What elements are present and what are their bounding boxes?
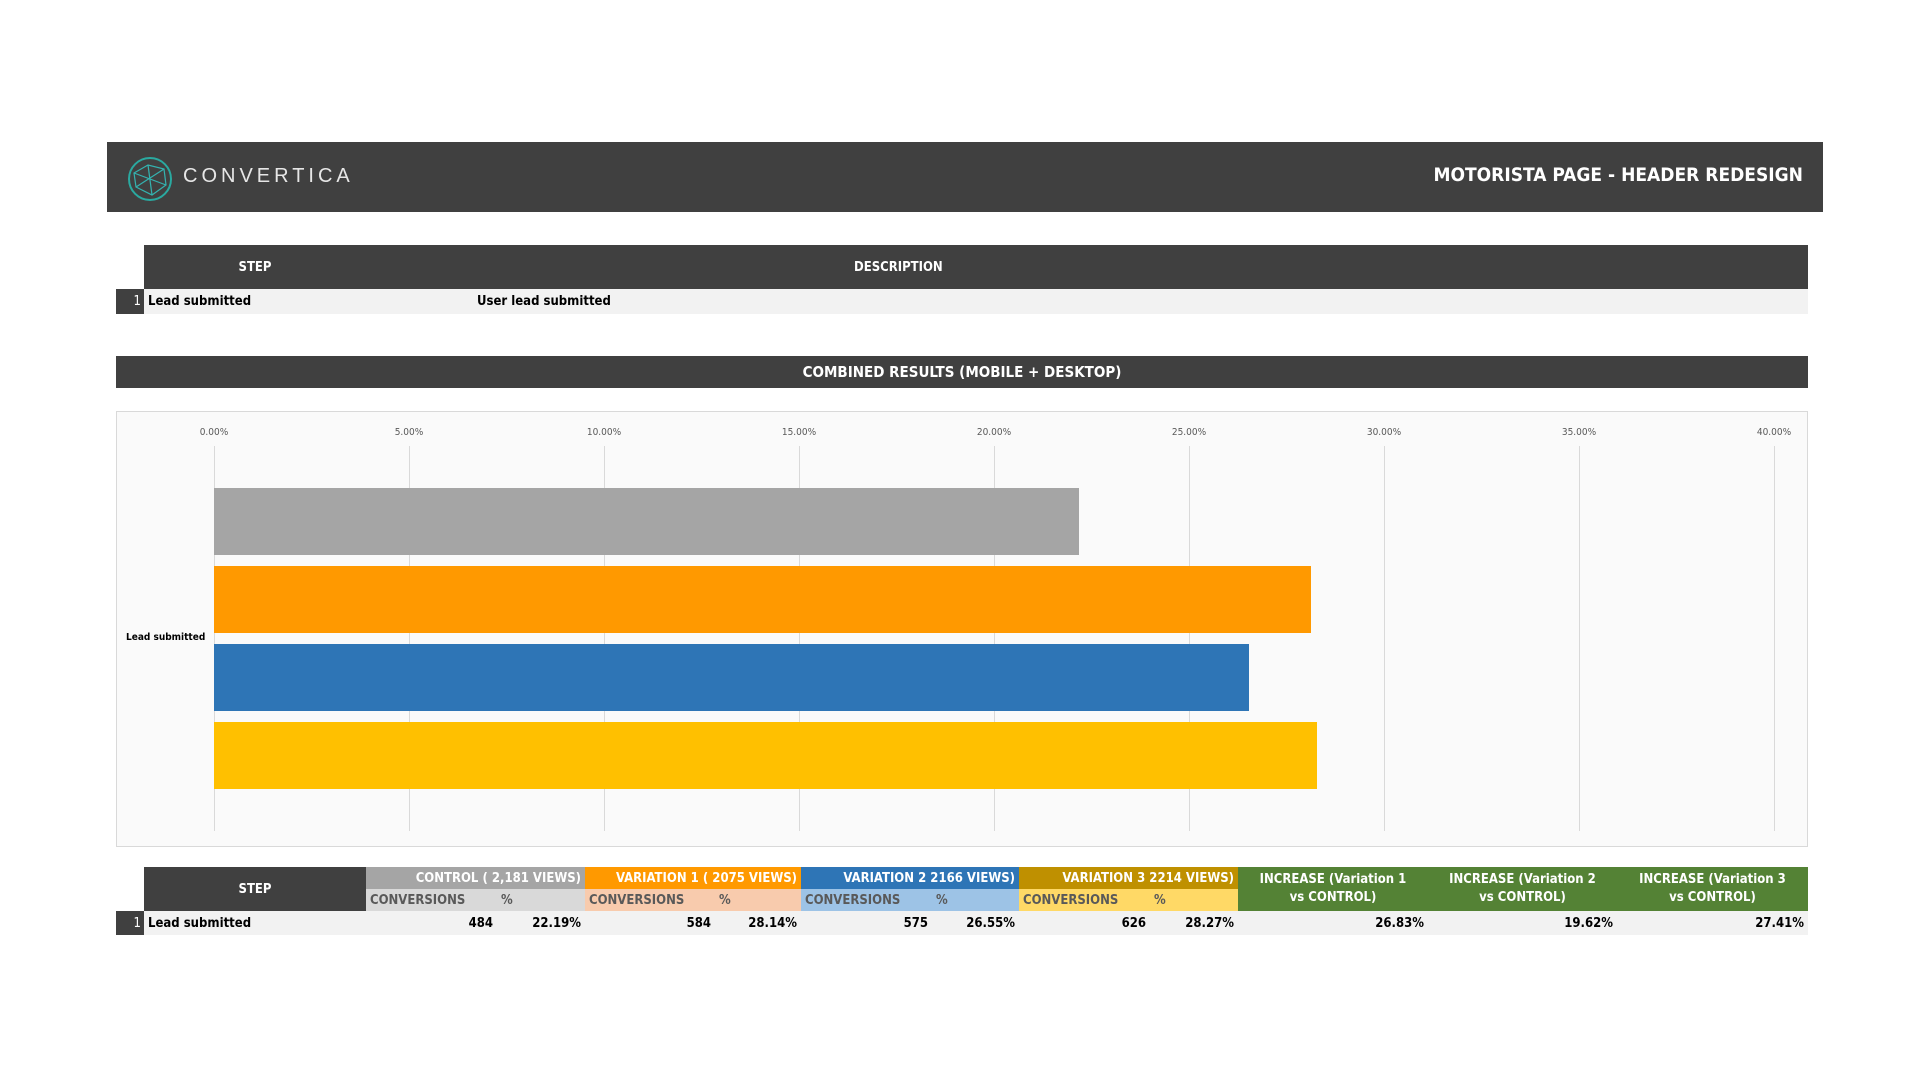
conversions-value: 626 <box>1019 911 1150 935</box>
gridline <box>1189 446 1190 831</box>
bar-series-3 <box>214 644 1250 711</box>
group-header: VARIATION 2 2166 VIEWS) <box>801 867 1019 889</box>
gridline <box>1384 446 1385 831</box>
subheader-percent: % <box>932 889 1019 911</box>
percent-value: 22.19% <box>497 911 585 935</box>
subheader-conversions: CONVERSIONS <box>585 889 715 911</box>
steps-header-step: STEP <box>144 245 366 289</box>
group-header: VARIATION 1 ( 2075 VIEWS) <box>585 867 801 889</box>
steps-header-description: DESCRIPTION <box>366 245 1808 289</box>
header-bar <box>107 142 1823 212</box>
bar-chart: Lead submitted 0.00% 5.00% 10.00% 15.00% 20.… <box>116 411 1808 847</box>
group-header: CONTROL ( 2,181 VIEWS) <box>366 867 585 889</box>
increase-value: 26.83% <box>1238 911 1428 935</box>
x-tick-label: 30.00% <box>1366 427 1402 438</box>
x-tick-label: 20.00% <box>976 427 1012 438</box>
subheader-conversions: CONVERSIONS <box>366 889 497 911</box>
group-header: VARIATION 3 2214 VIEWS) <box>1019 867 1238 889</box>
bar-series-4 <box>214 722 1317 789</box>
x-tick-label: 15.00% <box>781 427 817 438</box>
step-description: User lead submitted <box>477 294 611 309</box>
category-label: Lead submitted <box>126 632 206 643</box>
x-tick-label: 5.00% <box>394 427 424 438</box>
subheader-percent: % <box>497 889 585 911</box>
bar-series-1 <box>214 488 1080 555</box>
increase-header: INCREASE (Variation 3 vs CONTROL) <box>1617 867 1808 911</box>
gridline <box>799 446 800 831</box>
increase-header: INCREASE (Variation 2 vs CONTROL) <box>1428 867 1617 911</box>
subheader-percent: % <box>715 889 801 911</box>
percent-value: 28.27% <box>1150 911 1238 935</box>
subheader-conversions: CONVERSIONS <box>801 889 932 911</box>
logo-text: CONVERTICA <box>183 165 354 187</box>
x-tick-label: 25.00% <box>1171 427 1207 438</box>
subheader-conversions: CONVERSIONS <box>1019 889 1150 911</box>
conversions-value: 584 <box>585 911 715 935</box>
gridline <box>604 446 605 831</box>
increase-value: 19.62% <box>1428 911 1617 935</box>
subheader-percent: % <box>1150 889 1238 911</box>
step-number: 1 <box>116 289 144 314</box>
bar-series-2 <box>214 566 1312 633</box>
convertica-logo-icon <box>128 157 172 201</box>
increase-header: INCREASE (Variation 1 vs CONTROL) <box>1238 867 1428 911</box>
gridline <box>409 446 410 831</box>
percent-value: 28.14% <box>715 911 801 935</box>
x-tick-label: 0.00% <box>199 427 229 438</box>
steps-row: Lead submitted User lead submitted <box>144 289 1808 314</box>
step-name: Lead submitted <box>148 294 252 309</box>
conversions-value: 575 <box>801 911 932 935</box>
increase-value: 27.41% <box>1617 911 1808 935</box>
gridline <box>1579 446 1580 831</box>
gridline <box>1774 446 1775 831</box>
results-header-step: STEP <box>144 867 366 911</box>
result-step-number: 1 <box>116 911 144 935</box>
x-tick-label: 10.00% <box>586 427 622 438</box>
gridline <box>214 446 215 831</box>
section-title: COMBINED RESULTS (MOBILE + DESKTOP) <box>116 356 1808 388</box>
x-tick-label: 35.00% <box>1561 427 1597 438</box>
percent-value: 26.55% <box>932 911 1019 935</box>
gridline <box>994 446 995 831</box>
x-tick-label: 40.00% <box>1756 427 1792 438</box>
result-step-name: Lead submitted <box>144 911 366 935</box>
conversions-value: 484 <box>366 911 497 935</box>
page-title: MOTORISTA PAGE - HEADER REDESIGN <box>1433 164 1803 186</box>
